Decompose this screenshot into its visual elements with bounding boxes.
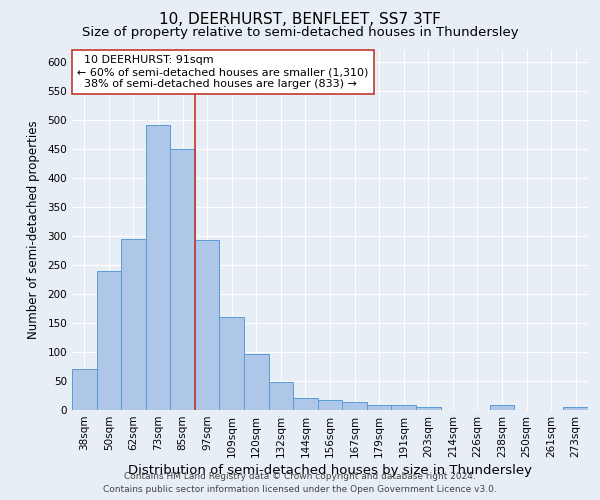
Bar [342,402,367,410]
Bar [318,400,342,410]
Bar [97,270,121,410]
Bar [146,126,170,410]
Bar [490,406,514,410]
Bar [269,382,293,410]
Bar [170,148,195,410]
Bar [367,405,391,410]
Bar [72,370,97,410]
Text: 10 DEERHURST: 91sqm
← 60% of semi-detached houses are smaller (1,310)
  38% of s: 10 DEERHURST: 91sqm ← 60% of semi-detach… [77,56,368,88]
Bar [121,238,146,410]
Bar [293,398,318,410]
X-axis label: Distribution of semi-detached houses by size in Thundersley: Distribution of semi-detached houses by … [128,464,532,477]
Text: Contains HM Land Registry data © Crown copyright and database right 2024.
Contai: Contains HM Land Registry data © Crown c… [103,472,497,494]
Bar [416,407,440,410]
Bar [563,407,588,410]
Text: 10, DEERHURST, BENFLEET, SS7 3TF: 10, DEERHURST, BENFLEET, SS7 3TF [159,12,441,28]
Y-axis label: Number of semi-detached properties: Number of semi-detached properties [28,120,40,340]
Bar [195,240,220,410]
Bar [244,354,269,410]
Text: Size of property relative to semi-detached houses in Thundersley: Size of property relative to semi-detach… [82,26,518,39]
Bar [220,317,244,410]
Bar [391,405,416,410]
